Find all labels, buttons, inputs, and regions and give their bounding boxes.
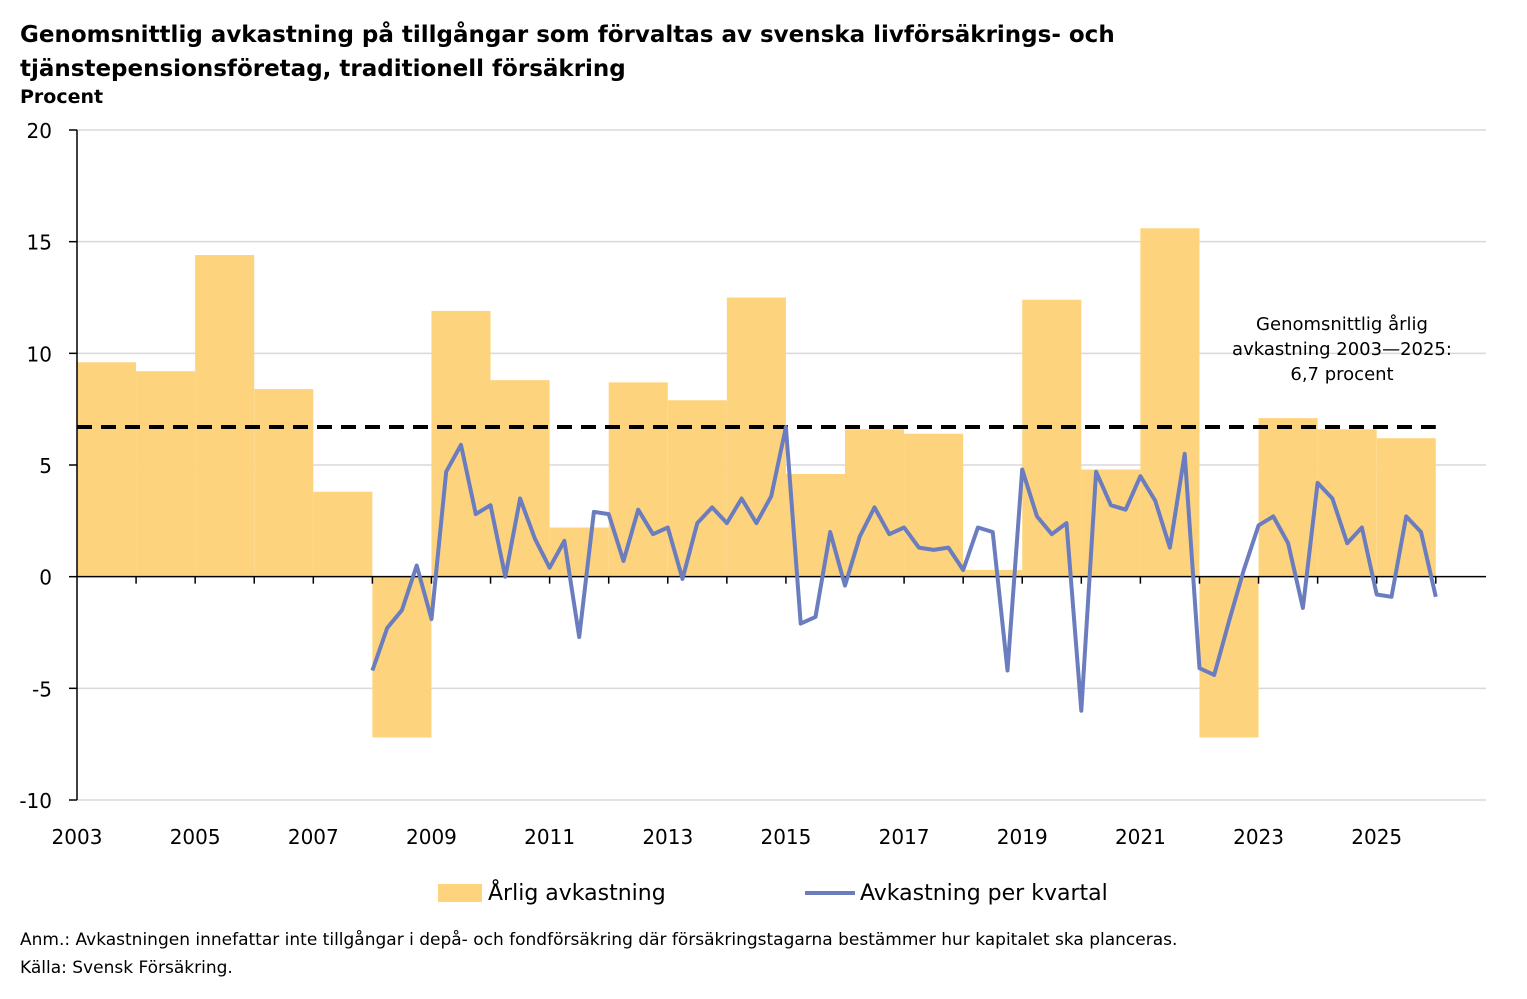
annotation-line-1: Genomsnittlig årlig xyxy=(1256,314,1428,335)
x-tick-label: 2015 xyxy=(760,825,811,849)
bar-2008 xyxy=(372,576,432,738)
y-tick-labels: -10 -5 0 5 10 15 20 xyxy=(19,119,52,813)
x-tick-labels: 2003 2005 2007 2009 2011 2013 2015 2017 2019 2021… xyxy=(52,825,1403,849)
x-tick-label: 2009 xyxy=(406,825,457,849)
source: Källa: Svensk Försäkring. xyxy=(20,958,233,978)
x-tick-label: 2013 xyxy=(642,825,693,849)
x-tick-label: 2025 xyxy=(1351,825,1402,849)
y-tick-label: 20 xyxy=(27,119,52,143)
y-tick-label: 5 xyxy=(39,454,52,478)
chart-title-line-1: Genomsnittlig avkastning på tillgångar s… xyxy=(20,22,1115,48)
x-tick-label: 2019 xyxy=(997,825,1048,849)
bar-2014 xyxy=(726,297,786,577)
bar-2006 xyxy=(254,389,314,577)
chart-title: Genomsnittlig avkastning på tillgångar s… xyxy=(20,18,1220,86)
y-tick-label: -5 xyxy=(32,677,52,701)
quarterly-line xyxy=(370,425,1438,713)
x-tick-label: 2021 xyxy=(1115,825,1166,849)
x-tick-label: 2011 xyxy=(524,825,575,849)
bars xyxy=(77,228,1436,738)
bar-2003 xyxy=(77,362,137,577)
bar-2013 xyxy=(667,400,727,577)
legend: Årlig avkastning Avkastning per kvartal xyxy=(438,879,1108,906)
y-tick-label: 15 xyxy=(27,231,52,255)
annotation-line-3: 6,7 procent xyxy=(1290,364,1393,385)
quarterly-series-line xyxy=(370,425,1438,713)
y-axis-unit: Procent xyxy=(20,86,104,108)
x-tick-label: 2007 xyxy=(288,825,339,849)
x-tick-label: 2023 xyxy=(1233,825,1284,849)
average-annotation: Genomsnittlig årlig avkastning 2003—2025:… xyxy=(1232,314,1452,385)
legend-label-line: Avkastning per kvartal xyxy=(860,881,1108,906)
x-tick-label: 2003 xyxy=(52,825,103,849)
bar-2022 xyxy=(1199,576,1259,738)
x-tick-label: 2005 xyxy=(170,825,221,849)
y-tick-label: -10 xyxy=(19,789,52,813)
legend-label-bar: Årlig avkastning xyxy=(488,879,666,906)
bar-2007 xyxy=(313,491,373,577)
footnote: Anm.: Avkastningen innefattar inte tillg… xyxy=(20,930,1178,950)
bar-2019 xyxy=(1022,299,1082,577)
bar-2004 xyxy=(136,371,196,577)
bar-2018 xyxy=(963,569,1023,577)
x-tick-label: 2017 xyxy=(879,825,930,849)
legend-swatch-bar xyxy=(438,884,482,902)
bar-2005 xyxy=(195,255,255,577)
chart-title-line-2: tjänstepensionsföretag, traditionell för… xyxy=(20,56,626,82)
y-tick-label: 10 xyxy=(27,342,52,366)
y-tick-label: 0 xyxy=(39,566,52,590)
annotation-line-2: avkastning 2003—2025: xyxy=(1232,339,1452,360)
